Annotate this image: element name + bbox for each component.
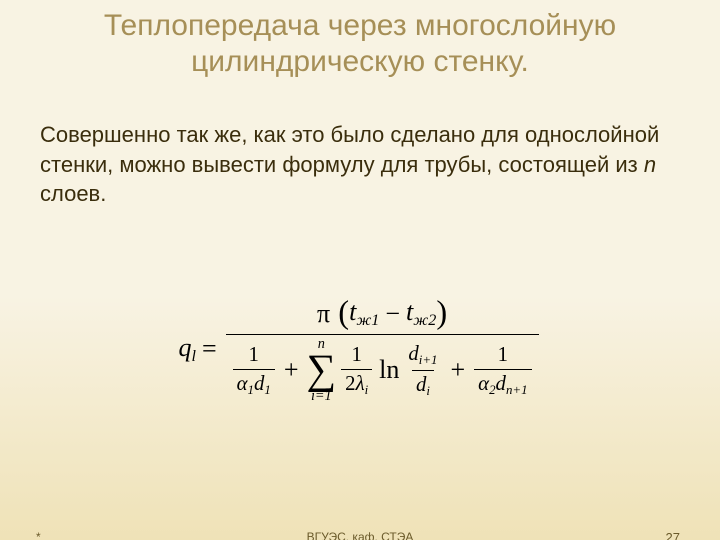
- slide-title: Теплопередача через многослойную цилиндр…: [0, 0, 720, 80]
- body-before: Совершенно так же, как это было сделано …: [40, 122, 659, 177]
- footer-center: ВГУЭС, каф. СТЭА: [0, 530, 720, 540]
- sym-plus1: +: [278, 355, 305, 385]
- term3: 1 α2dn+1: [474, 343, 531, 398]
- sym-pi: π: [317, 299, 330, 329]
- term1: 1 α1d1: [233, 343, 275, 398]
- body-after: слоев.: [40, 181, 106, 206]
- slide: Теплопередача через многослойную цилиндр…: [0, 0, 720, 540]
- main-fraction: π ( tж1 − tж2 ) 1 α1d1: [226, 295, 539, 403]
- title-line1: Теплопередача через многослойную: [104, 9, 616, 42]
- title-line2: цилиндрическую стенку.: [191, 45, 529, 78]
- sym-t1: tж1: [349, 297, 379, 330]
- body-n: n: [644, 152, 656, 177]
- lparen: (: [330, 295, 349, 332]
- sym-eq: =: [196, 334, 223, 364]
- rparen: ): [436, 295, 447, 332]
- body-paragraph: Совершенно так же, как это было сделано …: [0, 80, 720, 209]
- sigma: n ∑ i=1: [307, 337, 337, 403]
- term2a: 1 2λi: [341, 343, 372, 398]
- sym-ql: ql: [178, 333, 195, 366]
- page-number: 27: [666, 530, 680, 540]
- sym-plus2: +: [445, 355, 472, 385]
- sym-minus: −: [379, 299, 406, 329]
- formula: ql = π ( tж1 − tж2 ): [178, 295, 541, 403]
- formula-container: ql = π ( tж1 − tж2 ): [0, 295, 720, 403]
- term2b: di+1 di: [404, 342, 441, 399]
- sym-t2: tж2: [406, 297, 436, 330]
- sym-ln: ln: [375, 355, 401, 385]
